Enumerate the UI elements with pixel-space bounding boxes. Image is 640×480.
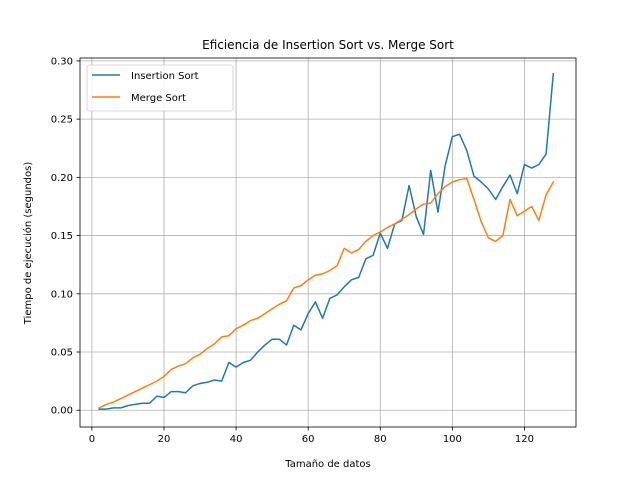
- series-line-insertion-sort: [98, 72, 555, 410]
- y-axis: 0.00 0.05 0.10 0.15 0.20 0.25 0.30: [51, 56, 80, 417]
- x-tick-label: 20: [158, 434, 171, 445]
- series-layer: [98, 72, 555, 410]
- y-tick-label: 0.25: [51, 115, 73, 126]
- x-tick-label: 60: [302, 434, 315, 445]
- x-tick-label: 0: [89, 434, 95, 445]
- plot-frame: [79, 57, 577, 428]
- x-tick-label: 80: [374, 434, 387, 445]
- plot-background: [80, 58, 576, 427]
- plot-area: [79, 57, 577, 428]
- legend-label-insertion-sort: Insertion Sort: [131, 71, 199, 82]
- legend-label-merge-sort: Merge Sort: [131, 93, 186, 104]
- x-tick-label: 40: [230, 434, 243, 445]
- grid: [80, 58, 576, 427]
- y-tick-label: 0.30: [51, 56, 73, 67]
- chart-title: Eficiencia de Insertion Sort vs. Merge S…: [202, 38, 454, 52]
- y-tick-label: 0.05: [51, 348, 73, 359]
- legend: Insertion Sort Merge Sort: [86, 64, 234, 112]
- legend-box: [86, 64, 234, 112]
- y-tick-label: 0.20: [51, 173, 73, 184]
- y-tick-label: 0.00: [51, 406, 73, 417]
- x-axis: 0 20 40 60 80 100 120: [89, 427, 534, 445]
- y-axis-label: Tiempo de ejecución (segundos): [22, 162, 34, 326]
- x-tick-label: 100: [443, 434, 462, 445]
- series-line-merge-sort: [98, 177, 555, 409]
- y-tick-label: 0.10: [51, 289, 73, 300]
- x-tick-label: 120: [515, 434, 534, 445]
- x-axis-label: Tamaño de datos: [284, 459, 371, 470]
- y-tick-label: 0.15: [51, 231, 73, 242]
